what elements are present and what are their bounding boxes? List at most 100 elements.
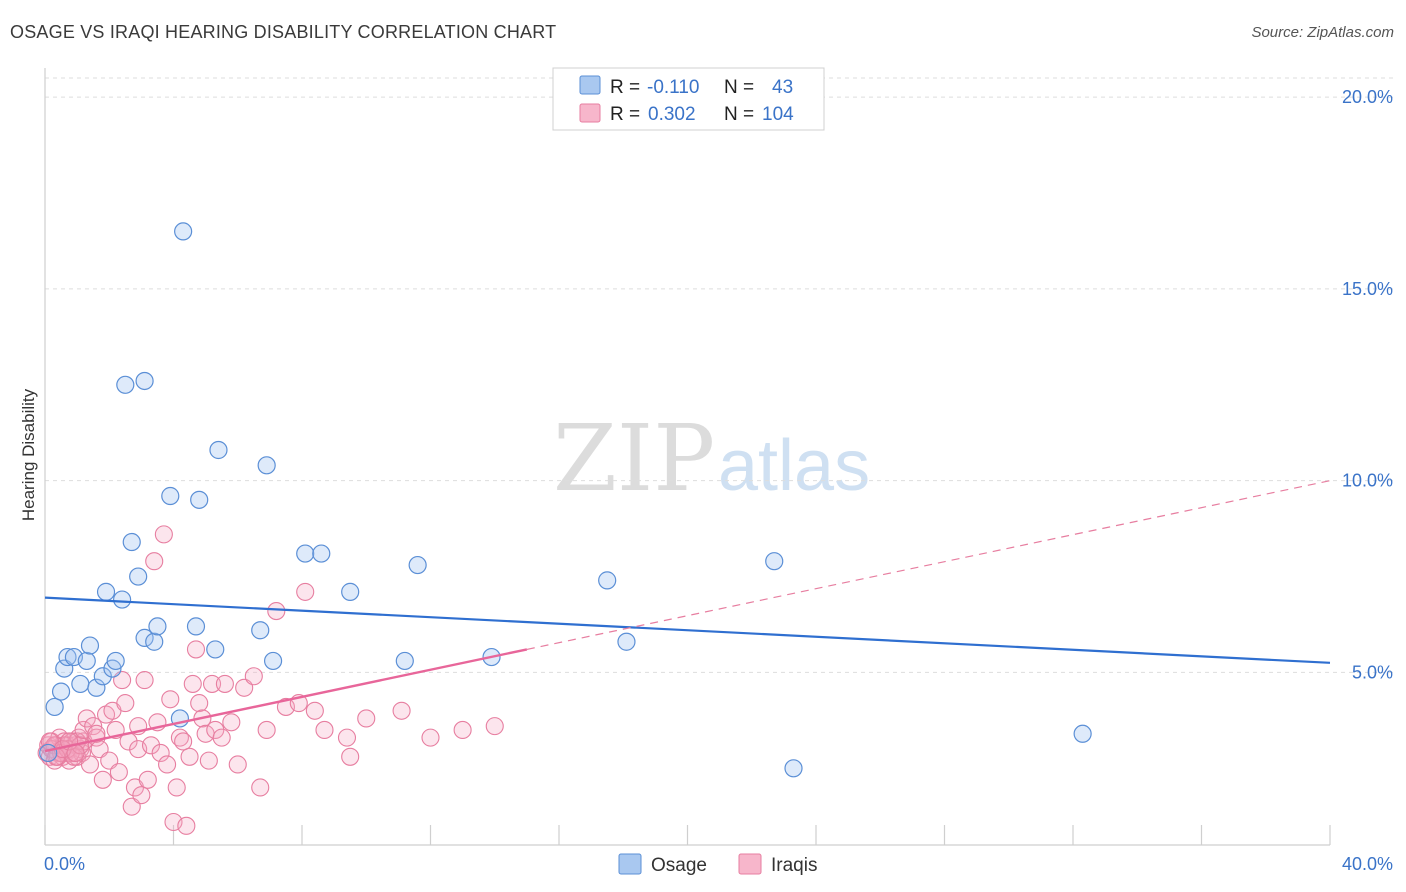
iraqi-point [244,667,263,686]
osage-point [784,759,803,778]
iraqi-point [154,525,173,544]
iraqi-point [132,786,151,805]
iraqi-point [158,755,177,774]
trend-lines [44,480,1331,753]
x-tick-label-1: 40.0% [1342,854,1393,874]
y-axis-label: Hearing Disability [19,388,38,521]
osage-point [96,582,116,601]
iraqi-point [453,720,472,740]
iraqi-point [183,674,202,693]
iraqi-point [167,778,186,797]
iraqi-point [174,732,193,751]
bottom-legend: Osage Iraqis [618,853,817,876]
osage-point [116,375,135,394]
iraqi-point [145,552,164,571]
iraqi-point [251,778,270,797]
legend-n-value-iraqis: 104 [762,104,794,125]
bottom-legend-swatch-osage [618,853,642,875]
axes [44,68,1331,846]
iraqi-point [305,701,324,720]
legend-swatch-osage [579,75,601,95]
osage-point [174,222,193,241]
legend-r-value-osage: -0.110 [647,77,699,98]
iraqi-point [177,816,196,835]
iraqi-point [315,720,334,740]
y-tick-label-2: 15.0% [1342,279,1393,299]
osage-point [296,544,315,563]
iraqi-point [485,717,504,736]
iraqi-point [77,709,96,728]
iraqi-point [135,671,154,690]
legend-swatch-iraqis [579,103,601,123]
iraqi-trend-extension [526,480,1331,651]
osage-point [80,636,100,655]
osage-point [87,678,106,697]
legend-n-value-osage: 43 [772,77,793,98]
osage-point [312,544,331,563]
osage-point [1073,724,1092,743]
iraqi-points [37,525,504,835]
iraqi-point [267,602,286,621]
iraqi-point [212,728,231,747]
legend-n-label-iraqis: N = [724,104,754,125]
iraqi-point [203,674,222,693]
osage-point [148,617,167,636]
osage-point [617,632,636,651]
osage-point [145,632,164,651]
watermark-atlas: atlas [718,426,870,506]
osage-point [257,456,276,475]
osage-point [77,651,96,671]
iraqi-point [341,747,360,766]
iraqi-point [392,701,411,720]
iraqi-point [151,743,170,763]
iraqi-point [190,694,209,713]
osage-point [251,621,270,640]
osage-trend-line [44,596,1331,664]
osage-point [408,555,427,575]
osage-point [206,640,225,659]
iraqi-point [206,720,225,740]
y-tick-label-0: 5.0% [1352,662,1393,682]
iraqi-point [215,674,234,693]
bottom-legend-label-iraqis: Iraqis [771,855,817,876]
osage-point [51,682,71,701]
bottom-legend-swatch-iraqis [738,853,762,875]
x-tick-label-0: 0.0% [44,854,85,874]
iraqi-point [116,694,135,713]
y-tick-labels: 5.0% 10.0% 15.0% 20.0% [1342,87,1393,682]
watermark-zip: ZIP [553,405,715,512]
iraqi-point [180,747,199,766]
watermark: ZIP atlas [553,405,870,512]
x-tick-labels: 0.0% 40.0% [44,854,1393,874]
osage-point [39,743,58,763]
osage-point [112,590,132,609]
legend-r-label-iraqis: R = [610,104,640,125]
osage-point [765,552,784,571]
osage-point [58,647,77,667]
iraqi-point [228,755,247,774]
iraqi-point [357,709,376,728]
bottom-legend-label-osage: Osage [651,855,707,876]
osage-point [135,628,154,648]
iraqi-point [93,770,112,789]
osage-point [395,651,414,671]
iraqi-point [257,720,276,740]
iraqi-point [186,640,206,659]
chart-title: OSAGE VS IRAQI HEARING DISABILITY CORREL… [10,22,557,42]
osage-point [122,532,141,552]
osage-points [39,222,1092,778]
osage-point [129,567,148,586]
iraqi-point [296,582,315,601]
osage-point [190,490,209,509]
chart-source: Source: ZipAtlas.com [1251,24,1394,41]
osage-point [135,371,154,391]
iraqi-trend-line [44,648,528,753]
osage-point [71,674,90,694]
osage-point [263,651,283,671]
legend: R = -0.110 N = 43 R = 0.302 N = 104 [552,67,825,131]
osage-point [598,571,617,590]
iraqi-point [222,713,241,732]
osage-point [341,582,360,601]
osage-point [161,486,180,506]
